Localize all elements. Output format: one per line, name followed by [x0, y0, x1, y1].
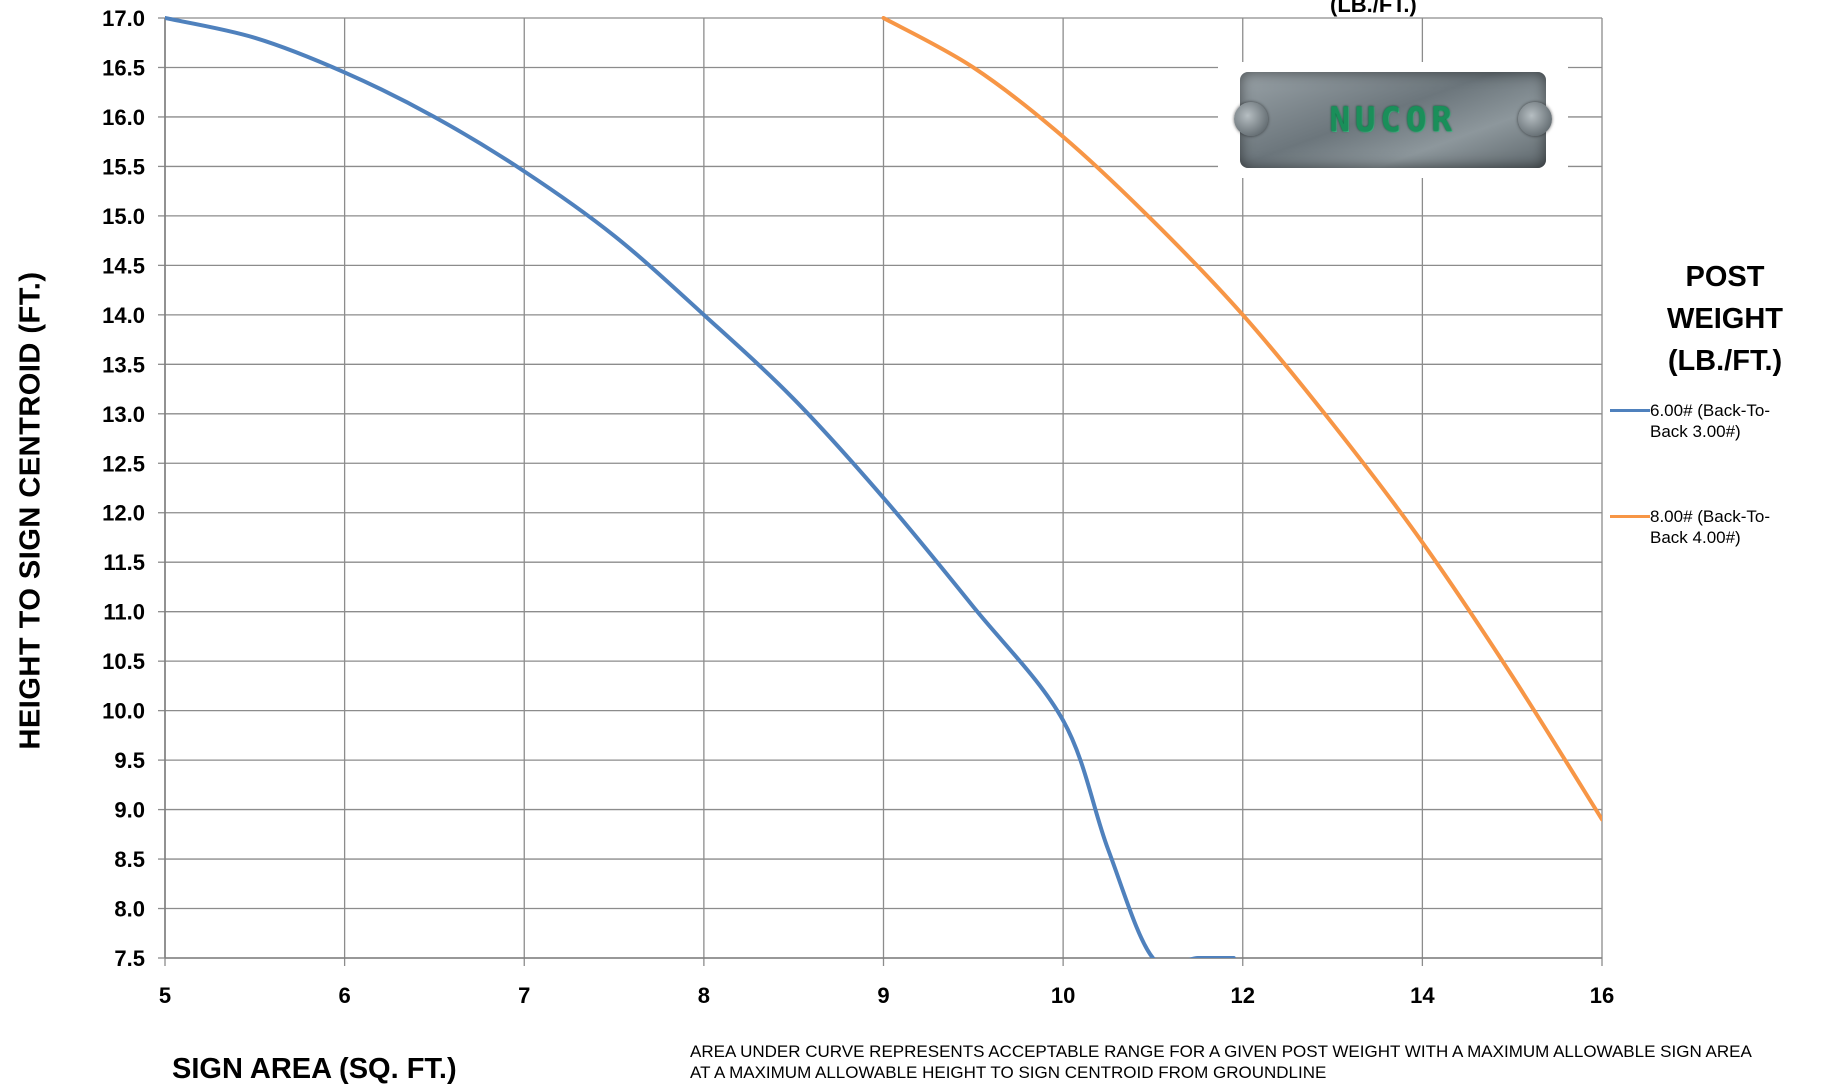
chart-annotation: AREA UNDER CURVE REPRESENTS ACCEPTABLE R… [690, 1042, 1751, 1082]
y-tick-label: 10.5 [102, 649, 145, 674]
chart-axes [158, 17, 1603, 966]
chart-tick-labels: 17.0 16.5 16.0 15.5 15.0 14.5 14.0 13.5 13.0 12.5… [102, 6, 1614, 1008]
legend-item-8lb: 8.00# (Back-To-Back 4.00#) [1610, 506, 1820, 548]
x-tick-label: 12 [1231, 983, 1255, 1008]
legend-label: 6.00# (Back-To-Back 3.00#) [1650, 401, 1770, 441]
y-tick-label: 10.0 [102, 699, 145, 724]
y-tick-label: 7.5 [114, 946, 145, 971]
chart-title-fragment: (LB./FT.) [1330, 0, 1417, 17]
nucor-logo: NUCOR [1218, 62, 1568, 178]
legend-title: POST WEIGHT (LB./FT.) [1667, 261, 1783, 377]
x-axis-label: SIGN AREA (SQ. FT.) [172, 1053, 457, 1085]
chart-series [165, 16, 1602, 958]
x-tick-label: 9 [877, 983, 889, 1008]
y-tick-label: 13.0 [102, 402, 145, 427]
y-axis-label-wrapper: HEIGHT TO SIGN CENTROID (FT.) [6, 230, 56, 790]
y-tick-label: 8.0 [114, 897, 145, 922]
series-line-8lb [881, 16, 1602, 822]
series-line-6lb [165, 16, 1236, 958]
y-tick-label: 16.5 [102, 55, 145, 80]
logo-text: NUCOR [1329, 100, 1457, 140]
bolt-icon [1518, 102, 1552, 136]
x-tick-label: 10 [1051, 983, 1075, 1008]
y-tick-label: 15.5 [102, 154, 145, 179]
y-tick-label: 11.5 [103, 550, 145, 575]
logo-plate: NUCOR [1234, 72, 1552, 168]
x-tick-label: 5 [159, 983, 171, 1008]
x-tick-label: 7 [518, 983, 530, 1008]
y-tick-label: 9.5 [114, 748, 145, 773]
legend-label: 8.00# (Back-To-Back 4.00#) [1650, 507, 1770, 547]
y-tick-label: 12.0 [102, 501, 145, 526]
y-tick-label: 15.0 [102, 204, 145, 229]
y-tick-label: 14.0 [102, 303, 145, 328]
legend-swatch-blue [1610, 409, 1650, 412]
y-tick-label: 17.0 [102, 6, 145, 31]
x-tick-label: 8 [698, 983, 710, 1008]
x-tick-label: 16 [1590, 983, 1614, 1008]
y-tick-label: 11.0 [103, 600, 145, 625]
y-tick-label: 8.5 [114, 847, 145, 872]
bolt-icon [1234, 102, 1268, 136]
x-tick-label: 14 [1410, 983, 1435, 1008]
y-tick-label: 9.0 [114, 798, 145, 823]
y-tick-label: 16.0 [102, 105, 145, 130]
chart-grid [164, 17, 1603, 959]
x-tick-label: 6 [339, 983, 351, 1008]
y-tick-label: 13.5 [102, 352, 145, 377]
y-axis-label: HEIGHT TO SIGN CENTROID (FT.) [14, 271, 47, 749]
y-tick-label: 12.5 [102, 451, 145, 476]
y-tick-label: 14.5 [102, 253, 145, 278]
legend-swatch-orange [1610, 515, 1650, 518]
legend-item-6lb: 6.00# (Back-To-Back 3.00#) [1610, 400, 1820, 442]
